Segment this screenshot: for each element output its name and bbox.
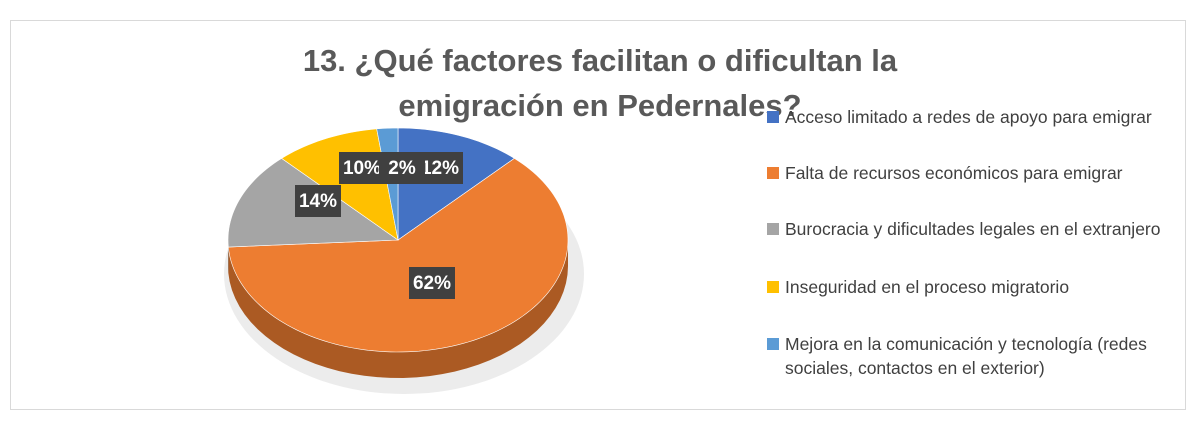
data-label-box <box>379 152 425 184</box>
legend-label: Acceso limitado a redes de apoyo para em… <box>785 107 1152 127</box>
legend-entry: Falta de recursos económicos para emigra… <box>767 161 1177 185</box>
legend-label: Inseguridad en el proceso migratorio <box>785 277 1070 297</box>
legend-entry: Inseguridad en el proceso migratorio <box>767 275 1177 299</box>
chart-title-box: 13. ¿Qué factores facilitan o dificultan… <box>150 38 1050 128</box>
data-label: 10% <box>343 158 381 179</box>
legend-swatch <box>767 338 779 350</box>
pie-side <box>228 240 568 378</box>
legend-entry: Acceso limitado a redes de apoyo para em… <box>767 105 1177 129</box>
legend-swatch <box>767 223 779 235</box>
data-label-box <box>409 267 455 299</box>
legend-label: Falta de recursos económicos para emigra… <box>785 163 1123 183</box>
legend-label: Mejora en la comunicación y tecnología (… <box>785 334 1147 378</box>
legend-swatch <box>767 111 779 123</box>
chart-frame <box>10 20 1186 410</box>
legend-label: Burocracia y dificultades legales en el … <box>785 219 1161 239</box>
data-label: 12% <box>421 158 459 179</box>
data-label: 62% <box>413 273 451 294</box>
data-label: 2% <box>388 158 416 179</box>
legend-entry: Mejora en la comunicación y tecnología (… <box>767 332 1177 380</box>
data-label-box <box>339 152 385 184</box>
chart-title: 13. ¿Qué factores facilitan o dificultan… <box>302 43 898 123</box>
legend-swatch <box>767 167 779 179</box>
data-label: 14% <box>299 191 337 212</box>
legend-swatch <box>767 281 779 293</box>
pie-slice <box>227 157 569 353</box>
legend-entry: Burocracia y dificultades legales en el … <box>767 217 1177 241</box>
data-label-box <box>295 185 341 217</box>
